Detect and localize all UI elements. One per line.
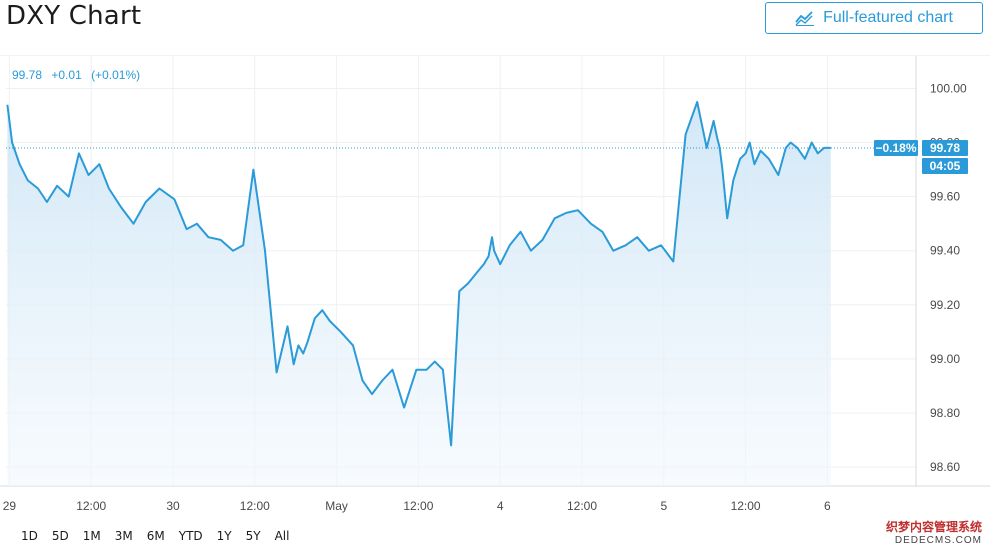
x-tick-label: 4 [497,499,504,513]
x-tick-label: 12:00 [567,499,597,513]
full-featured-chart-label: Full-featured chart [823,9,953,26]
y-tick-label: 98.60 [930,460,960,474]
series-area [7,102,831,486]
series-line[interactable] [6,101,831,447]
range-button-1d[interactable]: 1D [21,529,38,543]
watermark-line1: 织梦内容管理系统 [885,520,982,534]
range-button-1m[interactable]: 1M [82,529,101,543]
range-button-ytd[interactable]: YTD [178,529,203,543]
range-button-5d[interactable]: 5D [51,529,69,543]
x-tick-label: 5 [660,499,667,513]
last-price-badge-bg [922,139,968,156]
countdown-badge: 04:05 [930,159,961,173]
countdown-badge-bg [922,157,968,174]
legend-change: +0.01 [51,68,82,82]
x-tick-label: 12:00 [403,499,433,513]
legend-price: 99.78 [12,68,43,82]
x-tick-label: May [325,499,348,513]
change-pct-badge-bg [874,139,918,156]
y-tick-label: 98.80 [930,406,960,420]
change-pct-badge: −0.18% [875,141,916,155]
legend-quote: 99.78 +0.01 (+0.01%) [12,68,146,82]
range-selector: 1D 5D 1M 3M 6M YTD 1Y 5Y All [14,528,296,544]
x-tick-label: 12:00 [76,499,106,513]
watermark: 织梦内容管理系统 DEDECMS.COM [886,520,982,548]
range-button-3m[interactable]: 3M [114,529,133,543]
legend-change-pct: (+0.01%) [91,68,141,82]
y-tick-label: 99.60 [930,190,960,204]
x-tick-label: 29 [3,499,17,513]
x-tick-label: 6 [824,499,831,513]
x-tick-label: 30 [166,499,180,513]
last-price-badge: 99.78 [930,141,960,155]
y-tick-label: 99.40 [930,244,960,258]
range-button-6m[interactable]: 6M [146,529,165,543]
y-tick-label: 99.20 [930,298,960,312]
range-button-5y[interactable]: 5Y [245,529,261,543]
chart-line-icon [795,11,815,26]
full-featured-chart-button[interactable]: Full-featured chart [765,2,983,34]
price-chart[interactable]: 100.0099.8099.6099.4099.2099.0098.8098.6… [0,56,990,516]
range-button-1y[interactable]: 1Y [216,529,232,543]
y-tick-label: 99.00 [930,352,960,366]
y-tick-label: 100.00 [930,81,967,95]
chart-panel[interactable]: 100.0099.8099.6099.4099.2099.0098.8098.6… [0,55,990,516]
page-title: DXY Chart [6,1,142,31]
x-tick-label: 12:00 [240,499,270,513]
range-button-all[interactable]: All [274,529,290,543]
watermark-line2: DEDECMS.COM [894,535,982,546]
x-tick-label: 12:00 [731,499,761,513]
